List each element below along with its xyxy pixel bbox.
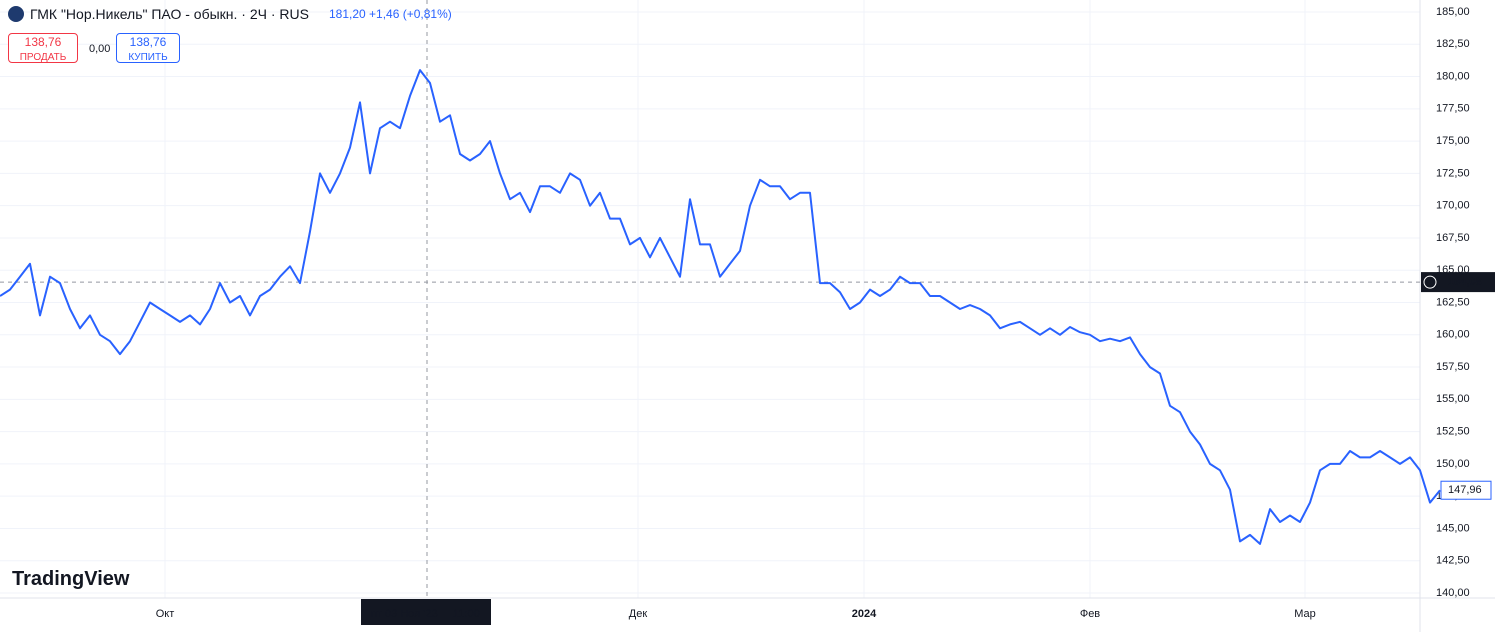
y-tick-label: 142,50: [1436, 555, 1470, 567]
y-tick-label: 185,00: [1436, 6, 1470, 18]
buy-button[interactable]: 138,76 КУПИТЬ: [116, 33, 180, 63]
y-tick-label: 182,50: [1436, 38, 1470, 50]
x-tick-label: Окт: [156, 608, 175, 620]
crosshair-price-label: 164,08: [1448, 276, 1482, 288]
brand[interactable]: TradingView: [12, 568, 130, 590]
y-tick-label: 170,00: [1436, 200, 1470, 212]
buy-price: 138,76: [129, 35, 167, 49]
sell-button[interactable]: 138,76 ПРОДАТЬ: [8, 33, 78, 63]
x-tick-label: Мар: [1294, 608, 1316, 620]
y-tick-label: 180,00: [1436, 70, 1470, 82]
y-tick-label: 152,50: [1436, 426, 1470, 438]
symbol-logo: [8, 6, 24, 22]
price-line: [0, 69, 1441, 545]
y-tick-label: 175,00: [1436, 135, 1470, 147]
price-info: 181,20 +1,46 (+0,81%): [328, 7, 452, 21]
crosshair-price-box: [1421, 272, 1495, 293]
x-tick-label: Дек: [629, 608, 648, 620]
last-price-label: 147,96: [1448, 484, 1482, 496]
sell-price: 138,76: [24, 35, 62, 49]
crosshair-hour-label: 11:00: [453, 608, 480, 620]
y-tick-label: 160,00: [1436, 329, 1470, 341]
y-tick-label: 157,50: [1436, 361, 1470, 373]
x-tick-label: Фев: [1080, 608, 1100, 620]
sell-label: ПРОДАТЬ: [19, 52, 67, 63]
last-price-box: [1440, 480, 1492, 500]
x-tick-label: 2024: [852, 608, 877, 620]
y-tick-label: 155,00: [1436, 393, 1470, 405]
y-tick-label: 150,00: [1436, 458, 1470, 470]
header: ГМК "Нор.Никель" ПАО - обыкн. · 2Ч · RUS…: [8, 6, 452, 22]
symbol-title[interactable]: ГМК "Нор.Никель" ПАО - обыкн. · 2Ч · RUS: [30, 6, 309, 22]
crosshair-plus: [1423, 275, 1437, 289]
y-tick-label: 172,50: [1436, 167, 1470, 179]
crosshair-time-box: [361, 599, 491, 625]
y-tick-label: 145,00: [1436, 522, 1470, 534]
crosshair-time-label: пт 03 Ноя '23: [371, 608, 438, 620]
buy-label: КУПИТЬ: [128, 52, 168, 63]
spread: 0,00: [89, 43, 111, 55]
y-tick-label: 167,50: [1436, 232, 1470, 244]
y-tick-label: 177,50: [1436, 103, 1470, 115]
y-tick-label: 162,50: [1436, 296, 1470, 308]
y-tick-label: 140,00: [1436, 587, 1470, 599]
